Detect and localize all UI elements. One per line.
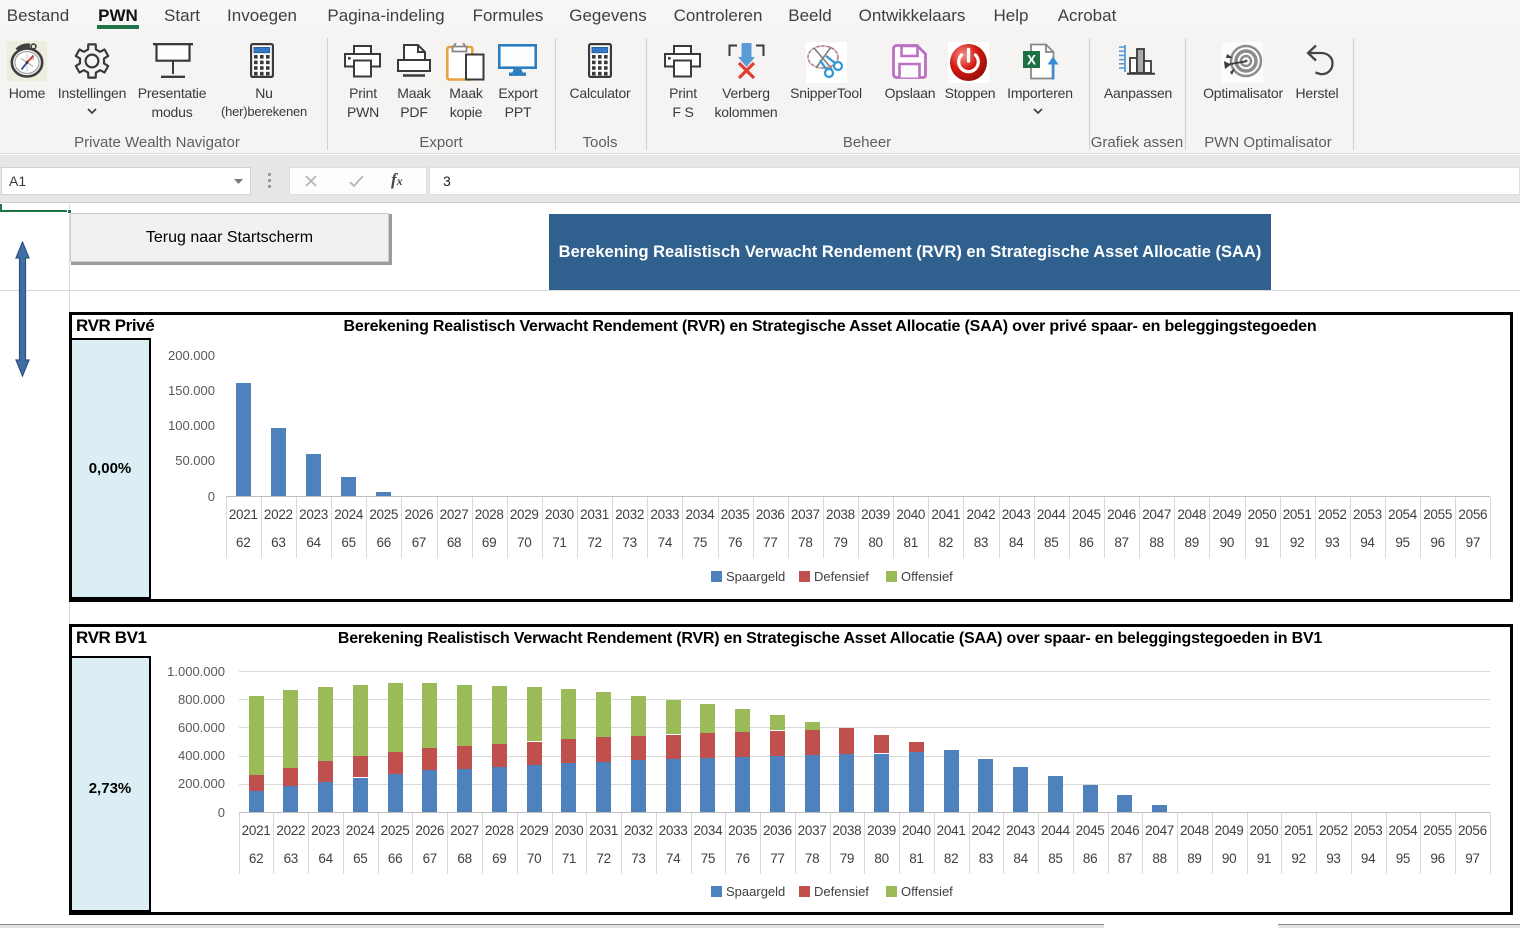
svg-text:N: N — [31, 56, 34, 61]
svg-text:X: X — [1027, 53, 1036, 68]
